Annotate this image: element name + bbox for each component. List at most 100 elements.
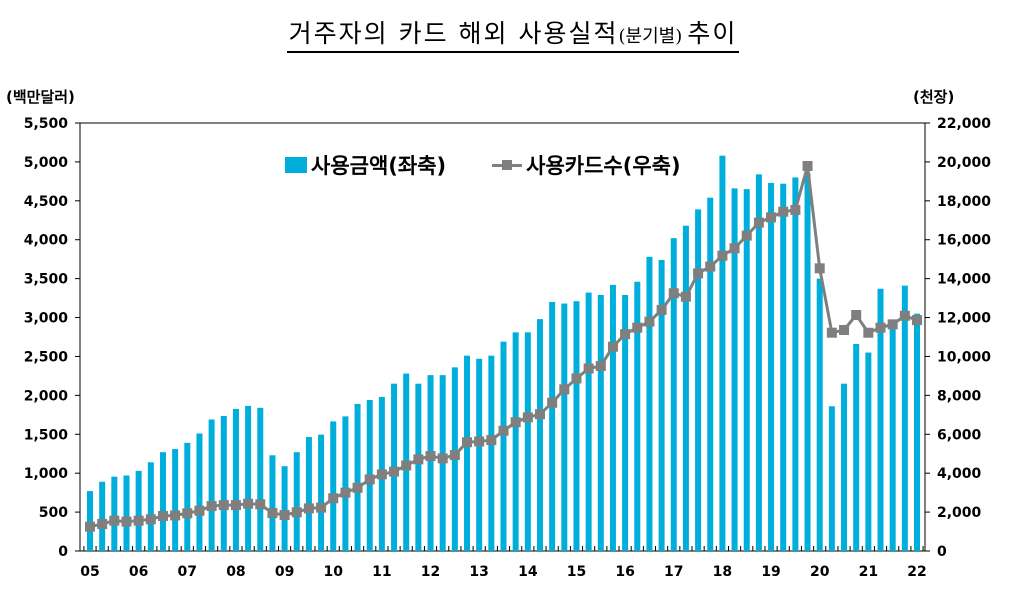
x-tick-label: 07 xyxy=(178,564,197,580)
card-count-marker xyxy=(741,230,752,241)
title-sub: (분기별) xyxy=(618,26,683,47)
legend-line-swatch xyxy=(492,157,523,173)
bar xyxy=(597,294,604,551)
card-count-marker xyxy=(425,451,436,462)
x-tick-label: 06 xyxy=(129,564,148,580)
card-count-marker xyxy=(364,474,375,485)
card-count-marker xyxy=(839,324,850,335)
right-tick-label: 4,000 xyxy=(937,466,982,482)
bar xyxy=(476,358,483,551)
card-count-marker xyxy=(912,315,922,326)
card-count-marker xyxy=(486,435,497,446)
card-count-marker xyxy=(97,518,108,529)
bar xyxy=(147,462,154,551)
x-tick-label: 12 xyxy=(421,564,440,580)
card-count-marker xyxy=(316,502,327,513)
bar xyxy=(172,449,179,551)
card-count-marker xyxy=(693,268,704,279)
bar xyxy=(123,475,130,551)
bar xyxy=(184,442,191,551)
bar xyxy=(768,182,775,552)
left-axis-unit: (백만달러) xyxy=(6,88,75,106)
bar xyxy=(865,352,872,551)
bar xyxy=(342,416,349,551)
bar xyxy=(901,285,908,551)
bar xyxy=(646,256,653,551)
bar xyxy=(828,406,835,551)
left-tick-label: 0 xyxy=(58,544,68,560)
chart-title: 거주자의 카드 해외 사용실적(분기별) 추이 xyxy=(0,14,1026,53)
card-count-marker xyxy=(376,469,387,480)
bar xyxy=(488,355,495,551)
card-count-marker xyxy=(145,514,156,525)
bar xyxy=(816,278,823,551)
left-tick-label: 1,500 xyxy=(24,427,69,443)
bar xyxy=(609,284,616,551)
left-tick-label: 4,000 xyxy=(24,233,69,249)
card-count-marker xyxy=(462,437,473,448)
card-count-marker xyxy=(705,261,716,272)
bar xyxy=(780,183,787,551)
card-count-marker xyxy=(766,212,777,223)
bar xyxy=(232,408,239,551)
bar xyxy=(877,288,884,551)
card-count-marker xyxy=(498,425,509,436)
card-count-marker xyxy=(802,160,813,171)
card-count-marker xyxy=(121,516,132,527)
left-tick-label: 4,500 xyxy=(24,194,69,210)
left-tick-label: 5,500 xyxy=(24,116,69,132)
bar xyxy=(196,433,203,551)
card-count-marker xyxy=(680,291,691,302)
x-tick-label: 19 xyxy=(761,564,780,580)
x-tick-label: 16 xyxy=(615,564,634,580)
card-count-marker xyxy=(632,322,643,333)
legend-line-label: 사용카드수(우축) xyxy=(526,154,681,178)
bar xyxy=(524,332,531,551)
card-count-marker xyxy=(534,409,545,420)
card-count-marker xyxy=(194,505,205,516)
x-tick-label: 15 xyxy=(567,564,586,580)
legend-bar-label: 사용금액(좌축) xyxy=(311,154,447,178)
card-count-marker xyxy=(571,373,582,384)
card-count-marker xyxy=(291,507,302,518)
right-tick-label: 16,000 xyxy=(937,233,991,249)
right-tick-label: 10,000 xyxy=(937,349,991,365)
card-count-marker xyxy=(717,250,728,261)
card-count-marker xyxy=(157,510,168,521)
card-count-marker xyxy=(729,243,740,254)
card-count-marker xyxy=(887,319,898,330)
left-tick-label: 500 xyxy=(39,505,68,521)
x-tick-label: 17 xyxy=(664,564,683,580)
card-count-marker xyxy=(620,329,631,340)
left-tick-label: 3,000 xyxy=(24,311,69,327)
legend: 사용금액(좌축) 사용카드수(우축) xyxy=(285,150,681,180)
bar xyxy=(305,436,312,551)
right-tick-label: 18,000 xyxy=(937,194,991,210)
card-count-marker xyxy=(328,493,339,504)
bar xyxy=(415,383,422,551)
card-count-marker xyxy=(133,515,144,526)
card-count-marker xyxy=(206,501,217,512)
card-count-marker xyxy=(340,487,351,498)
card-count-marker xyxy=(875,322,886,333)
card-count-marker xyxy=(243,498,254,509)
bar xyxy=(841,383,848,551)
card-count-marker xyxy=(826,327,837,338)
bar xyxy=(536,319,543,551)
card-count-marker xyxy=(595,360,606,371)
left-tick-label: 1,000 xyxy=(24,466,69,482)
bar xyxy=(585,292,592,551)
card-count-marker xyxy=(182,508,193,519)
card-count-marker xyxy=(522,412,533,423)
card-count-marker xyxy=(279,510,290,521)
left-tick-label: 5,000 xyxy=(24,155,69,171)
right-tick-label: 14,000 xyxy=(937,272,991,288)
card-count-marker xyxy=(814,263,825,274)
card-count-marker xyxy=(778,206,789,217)
card-count-marker xyxy=(267,508,278,519)
card-count-marker xyxy=(352,482,363,493)
x-tick-label: 11 xyxy=(372,564,391,580)
title-end: 추이 xyxy=(687,19,738,48)
